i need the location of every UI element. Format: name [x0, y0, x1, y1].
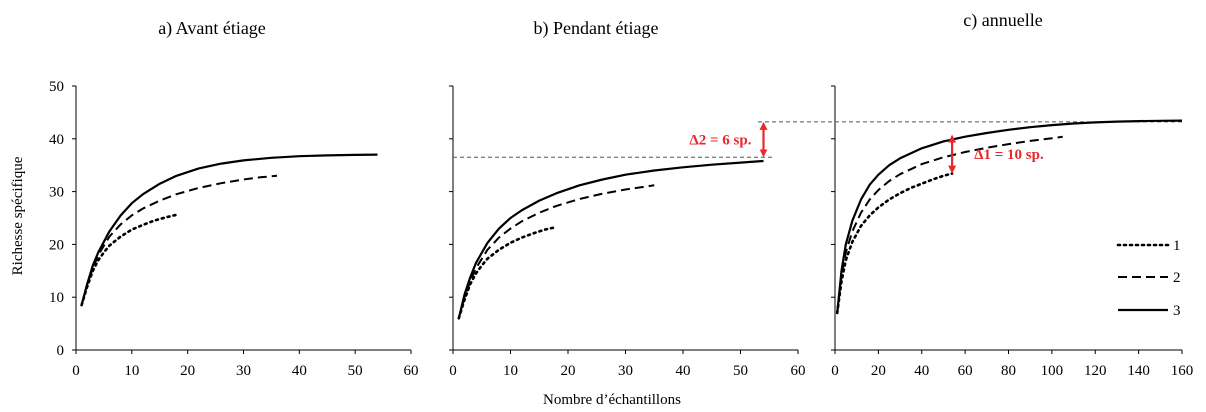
panel-b-xtick-label: 20 [561, 363, 576, 379]
panel-c-series-2 [836, 135, 1063, 314]
legend: 1 2 3 [1116, 238, 1181, 319]
panel-a-series-3 [80, 153, 378, 306]
panel-b-delta-label: Δ2 = 6 sp. [689, 133, 751, 149]
panel-a-xtick-label: 40 [292, 363, 307, 379]
panel-b-xtick-label: 60 [791, 363, 806, 379]
panel-a-ytick-label: 10 [49, 290, 64, 306]
panel-c-xtick-label: 0 [831, 363, 839, 379]
panel-c: c) annuelle 0 20 40 60 80 100 120 140 160 Δ1 = 10 … [831, 10, 1193, 379]
panel-b-xtick-label: 30 [618, 363, 633, 379]
panel-a: a) Avant étiage 0 10 20 30 40 50 0 10 20 30 40 50 60 [49, 18, 419, 379]
panel-a-xtick-label: 30 [236, 363, 251, 379]
panel-b-series-1 [457, 225, 558, 320]
panel-c-xtick-label: 60 [958, 363, 973, 379]
panel-a-ytick-label: 40 [49, 132, 64, 148]
panel-a-ytick-label: 0 [57, 343, 65, 359]
panel-c-xtick-label: 140 [1127, 363, 1150, 379]
panel-a-series-2 [80, 174, 278, 306]
panel-b-xtick-label: 10 [503, 363, 518, 379]
panel-a-ytick-label: 20 [49, 237, 64, 253]
x-axis-label: Nombre d’échantillons [543, 392, 681, 408]
panel-c-series-1 [835, 172, 954, 315]
y-axis-label: Richesse spécifique [10, 156, 26, 275]
panel-b-series-2 [457, 184, 655, 319]
legend-label-1: 1 [1173, 238, 1181, 254]
panel-c-xtick-label: 20 [871, 363, 886, 379]
panel-a-xtick-label: 50 [348, 363, 363, 379]
panel-a-title: a) Avant étiage [158, 18, 266, 39]
panel-a-xtick-label: 20 [180, 363, 195, 379]
panel-c-xtick-label: 40 [914, 363, 929, 379]
panel-a-xtick-label: 60 [404, 363, 419, 379]
panel-a-ytick-label: 30 [49, 185, 64, 201]
panel-c-delta-label: Δ1 = 10 sp. [974, 147, 1044, 163]
panel-c-xtick-label: 100 [1041, 363, 1064, 379]
panel-b-series-3 [457, 159, 764, 319]
legend-label-3: 3 [1173, 303, 1181, 319]
panel-a-xtick-label: 10 [124, 363, 139, 379]
panel-b-xtick-label: 0 [449, 363, 457, 379]
panel-a-ytick-label: 50 [49, 79, 64, 95]
panel-b-title: b) Pendant étiage [534, 18, 659, 39]
legend-label-2: 2 [1173, 270, 1181, 286]
panel-c-title: c) annuelle [963, 10, 1042, 31]
panel-c-xtick-label: 120 [1084, 363, 1107, 379]
panel-b-xtick-label: 40 [676, 363, 691, 379]
panel-c-xtick-label: 80 [1001, 363, 1016, 379]
panel-b-xtick-label: 50 [733, 363, 748, 379]
panel-c-xtick-label: 160 [1171, 363, 1194, 379]
panel-a-xtick-label: 0 [72, 363, 80, 379]
panel-b: b) Pendant étiage 0 10 20 30 40 50 60 Δ2 = 6 sp. [449, 18, 835, 379]
